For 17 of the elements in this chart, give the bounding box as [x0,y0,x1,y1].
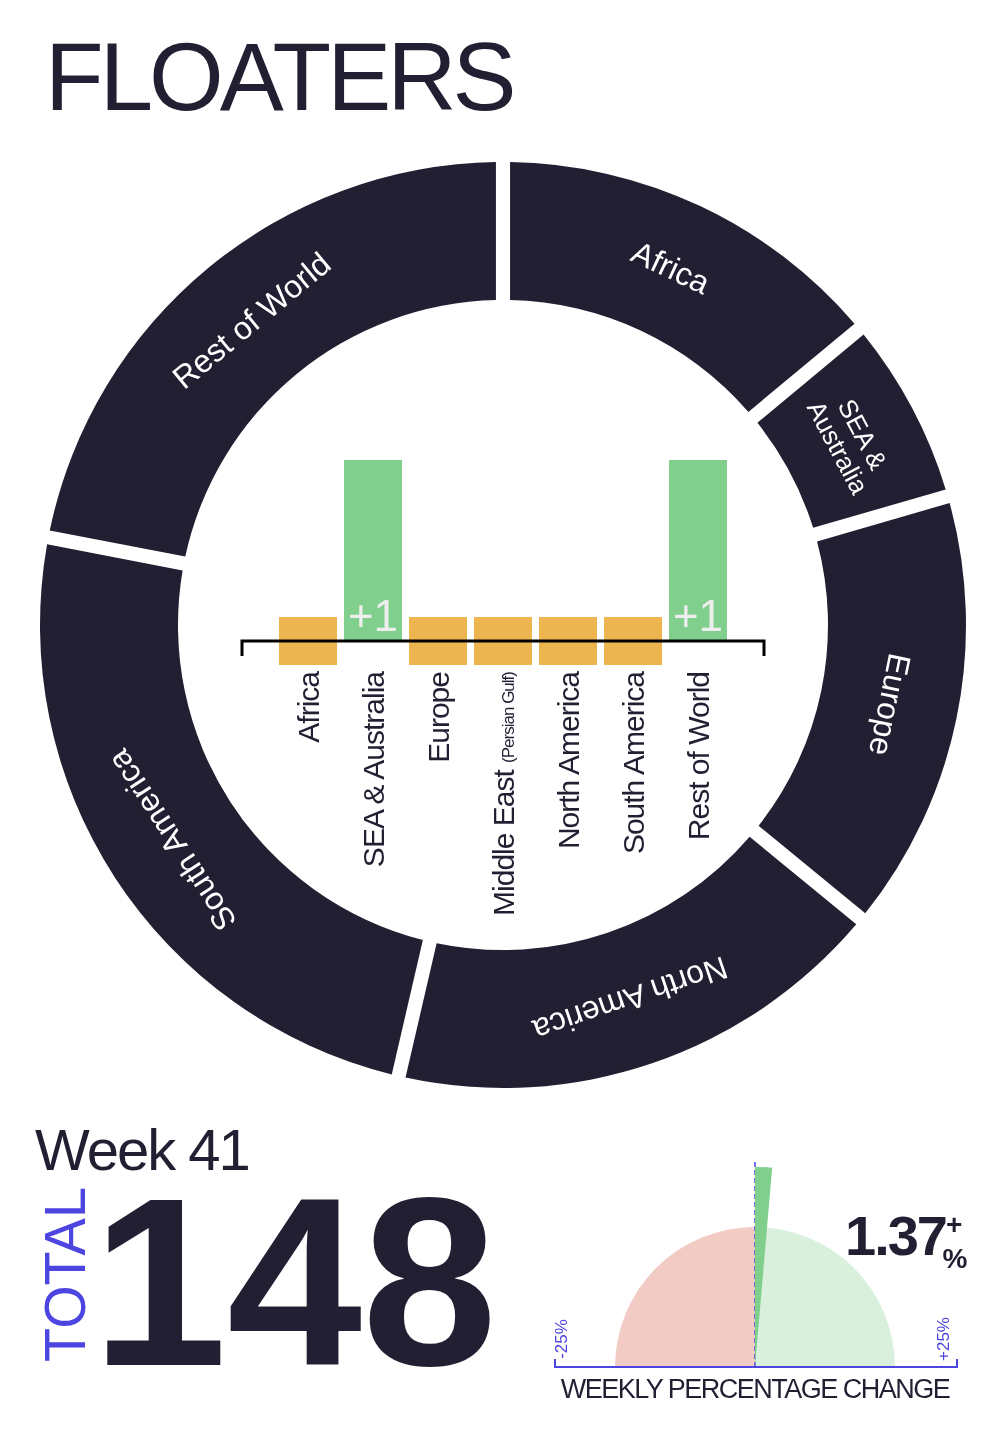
text: +25% [934,1317,953,1361]
text: WEEKLY PERCENTAGE CHANGE [560,1374,950,1404]
chart-title: FLOATERS [45,23,513,130]
x-tick-label: Africa [292,670,325,743]
data-label: +1 [672,591,724,640]
text: TOTAL [32,1180,97,1362]
text: -25% [552,1319,571,1359]
data-label: +1 [347,591,399,640]
x-tick-label: Europe [422,671,455,763]
x-tick-label: Middle East (Persian Gulf) [487,671,520,916]
x-tick-label: North America [552,670,585,850]
slice-label: North America [528,949,732,1049]
x-tick-label: Rest of World [682,672,715,841]
x-tick-label: South America [617,670,650,855]
text: Week 41 [35,1117,249,1182]
slice-label: Africa [626,233,716,302]
x-tick-label: SEA & Australia [357,670,390,868]
